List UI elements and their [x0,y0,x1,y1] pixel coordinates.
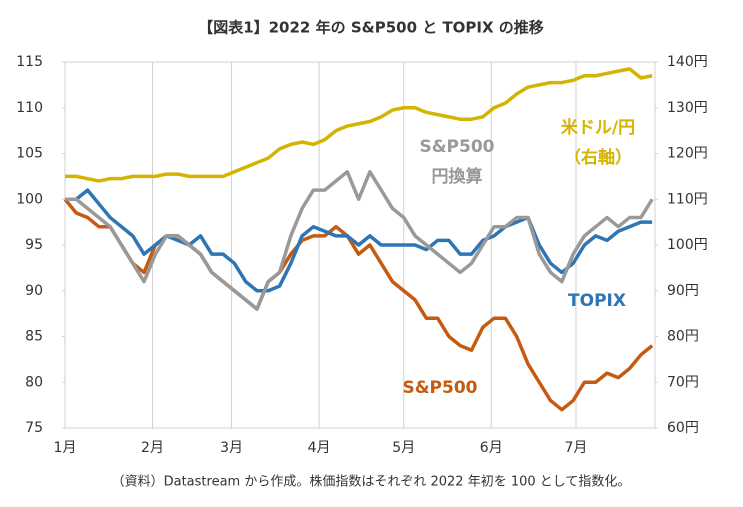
y-tick-label: 115 [16,54,43,70]
series-label: 米ドル/円（右軸） [561,117,635,168]
series-line [63,198,654,412]
chart-title: 【図表1】2022 年の S&P500 と TOPIX の推移 [198,19,544,37]
x-tick-label: 1月 [54,440,77,456]
y2-tick-label: 90円 [667,283,699,299]
y-tick-label: 100 [16,191,43,207]
y2-tick-label: 70円 [667,374,699,390]
series-label: TOPIX [568,291,626,311]
y2-tick-label: 120円 [667,146,708,162]
x-tick-label: 5月 [392,440,415,456]
series-label: S&P500 [402,378,477,398]
series-line [65,170,654,311]
y-tick-label: 80 [25,374,43,390]
y-tick-label: 85 [25,329,43,345]
y2-tick-label: 100円 [667,237,708,253]
y-tick-label: 110 [16,100,43,116]
y2-tick-label: 140円 [667,54,708,70]
series-line [65,67,653,183]
x-tick-label: 6月 [480,440,503,456]
series-label: S&P500 円換算 [419,137,494,187]
y2-tick-label: 110円 [667,191,708,207]
y-tick-label: 75 [25,420,43,436]
y-tick-label: 95 [25,237,43,253]
x-tick-label: 7月 [564,440,587,456]
y-tick-label: 105 [16,146,43,162]
y2-tick-label: 80円 [667,329,699,345]
y-tick-label: 90 [25,283,43,299]
x-tick-label: 3月 [220,440,243,456]
footnote: （資料）Datastream から作成。株価指数はそれぞれ 2022 年初を 1… [112,475,631,490]
x-tick-label: 2月 [141,440,164,456]
x-tick-label: 4月 [308,440,331,456]
y2-tick-label: 130円 [667,100,708,116]
y2-tick-label: 60円 [667,420,699,436]
